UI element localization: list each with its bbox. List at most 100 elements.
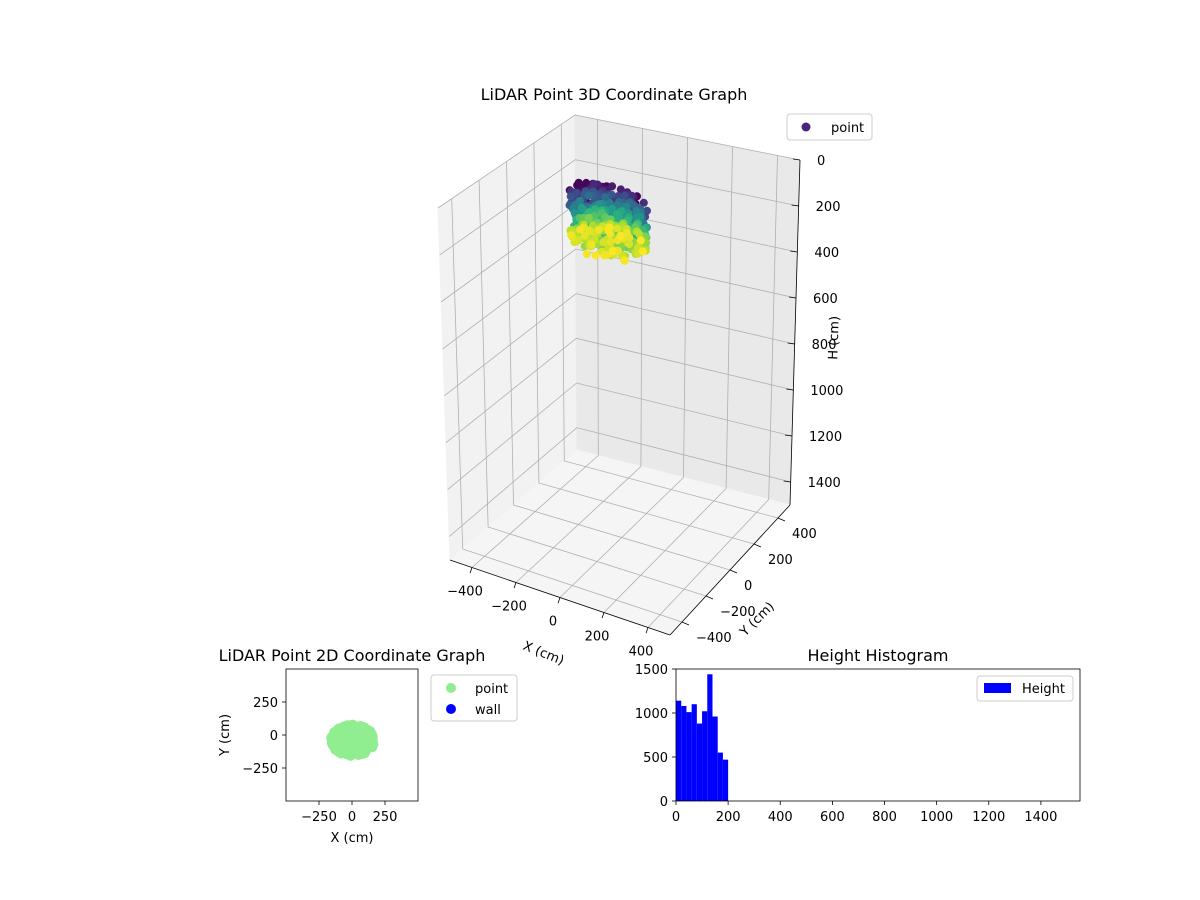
x-tick-mark-3d: [513, 582, 517, 589]
histogram-bar: [696, 723, 703, 801]
point-3d: [587, 240, 596, 249]
point-3d: [627, 191, 636, 200]
grid-line-z: [437, 114, 801, 209]
y-tick-label-3d: 200: [768, 553, 793, 568]
x-tick-label-hist: 1000: [920, 810, 953, 825]
histogram-bar: [707, 674, 713, 801]
y-tick-mark-3d: [681, 621, 690, 626]
z-tick-mark-3d: [791, 204, 799, 207]
x-tick-label-2d: 250: [373, 810, 398, 825]
y-tick-label-3d: 0: [744, 579, 752, 594]
x-tick-label-3d: −400: [447, 585, 483, 600]
point-3d: [577, 203, 586, 212]
histogram-bar: [702, 711, 708, 801]
legend-3d-marker: [801, 122, 811, 132]
z-tick-mark-3d: [783, 480, 791, 483]
z-tick-label-3d: 1400: [808, 476, 841, 491]
y-tick-mark-3d: [729, 569, 738, 574]
point-3d: [608, 247, 617, 256]
x-tick-label-hist: 400: [768, 810, 793, 825]
point-3d: [582, 250, 591, 259]
plot-frame-histogram: [675, 668, 1081, 802]
z-tick-label-3d: 200: [816, 200, 841, 215]
y-axis-label-2d: Y (cm): [218, 714, 233, 757]
point-3d: [643, 206, 651, 215]
x-tick-mark-3d: [469, 567, 473, 574]
point-3d: [599, 238, 608, 247]
z-tick-label-3d: 400: [814, 246, 839, 261]
grid-line-y: [478, 180, 707, 597]
point-3d: [636, 236, 645, 245]
legend-histogram-frame: [976, 675, 1074, 702]
histogram-bar: [722, 759, 729, 801]
y-tick-label-3d: −400: [696, 631, 732, 646]
grid-3d: [437, 114, 801, 628]
grid-line-y: [506, 161, 731, 571]
pane-back: [574, 114, 801, 506]
x-tick-label-hist: 1200: [972, 810, 1005, 825]
point-2d: [327, 732, 338, 743]
point-3d: [616, 185, 625, 194]
histogram-bar: [686, 712, 692, 801]
point-3d: [638, 247, 647, 256]
chart-2d: LiDAR Point 2D Coordinate Graph −250 0 250…: [218, 646, 518, 846]
histogram-title: Height Histogram: [808, 646, 949, 665]
point-3d: [567, 231, 576, 240]
legend-3d-label: point: [831, 121, 864, 136]
grid-line-x: [603, 146, 733, 613]
point-3d: [605, 223, 614, 232]
grid-line-z: [439, 159, 799, 256]
ticks-2d: −250 0 250 −250 0 250: [242, 696, 397, 825]
grid-line-y: [533, 142, 755, 545]
point-2d: [349, 747, 360, 758]
legend-histogram-label: Height: [1022, 682, 1065, 697]
z-tick-label-3d: 600: [813, 292, 838, 307]
x-tick-mark-3d: [645, 627, 649, 634]
point-3d: [591, 251, 600, 260]
y-tick-label-3d: −200: [720, 605, 756, 620]
x-tick-label-3d: −200: [491, 600, 527, 615]
point-3d: [580, 231, 589, 240]
point-3d: [613, 224, 622, 233]
point-3d: [616, 231, 625, 240]
y-tick-label-3d: 400: [792, 527, 817, 542]
z-tick-mark-3d: [790, 250, 798, 253]
x-tick-label-2d: −250: [301, 810, 337, 825]
point-cloud-3d: [565, 178, 651, 265]
z-axis-label-3d: H (cm): [826, 316, 843, 360]
point-3d: [566, 192, 575, 201]
grid-line-z: [445, 337, 794, 443]
z-tick-mark-3d: [786, 388, 794, 391]
point-3d: [613, 210, 621, 219]
chart-3d: LiDAR Point 3D Coordinate Graph −400 −200…: [437, 85, 873, 669]
x-axis-label-3d: X (cm): [521, 639, 566, 669]
ticks-histogram: 0 200 400 600 800 1000 1200 1400 0 500 1000 1500: [635, 663, 1058, 825]
z-tick-label-3d: 1200: [809, 430, 842, 445]
grid-line-z: [444, 293, 795, 397]
x-tick-label-hist: 1400: [1024, 810, 1057, 825]
grid-line-z: [442, 248, 797, 350]
point-3d: [635, 229, 643, 238]
legend-3d: point: [786, 113, 873, 141]
point-2d: [340, 743, 351, 754]
z-tick-mark-3d: [788, 296, 797, 299]
histogram-bar: [676, 700, 682, 801]
x-tick-mark-3d: [557, 597, 561, 604]
y-tick-label-hist: 0: [660, 795, 668, 810]
point-3d: [584, 213, 593, 222]
point-2d: [360, 731, 371, 742]
grid-line-z: [448, 427, 791, 537]
chart-histogram: Height Histogram 0 200 400 600 800 1000 1200 14…: [635, 646, 1081, 825]
point-3d: [639, 198, 648, 207]
grid-line-y: [451, 198, 683, 623]
y-tick-label-2d: 0: [270, 729, 278, 744]
histogram-bars: [676, 674, 729, 801]
legend-3d-frame: [786, 113, 873, 141]
chart-2d-title: LiDAR Point 2D Coordinate Graph: [219, 646, 486, 665]
legend-2d: point wall: [430, 674, 518, 722]
point-2d: [367, 736, 378, 747]
ticks-3d: −400 −200 0 200 400 −400 −200 0 200 400 0 200 400 600…: [447, 154, 843, 660]
point-2d: [351, 723, 362, 734]
z-tick-label-3d: 800: [812, 338, 837, 353]
x-tick-label-hist: 0: [672, 810, 680, 825]
